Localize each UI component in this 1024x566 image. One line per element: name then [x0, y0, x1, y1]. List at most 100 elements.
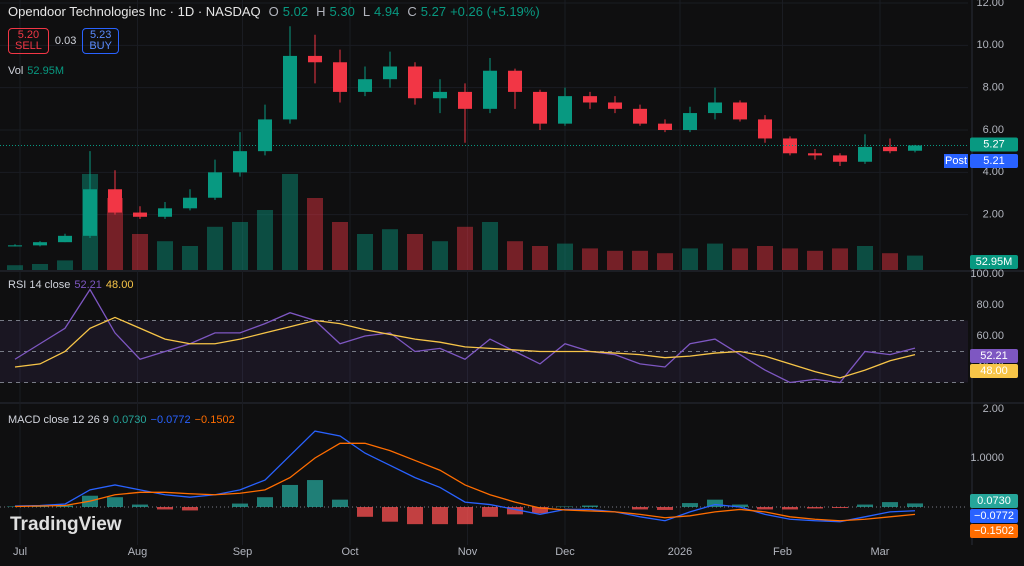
ohlc-key: L	[362, 4, 371, 19]
macd-hist	[107, 497, 123, 507]
macd-hist	[407, 507, 423, 525]
ohlc-value: 5.02	[282, 4, 309, 19]
hist-badge-bg	[970, 494, 1018, 508]
volume-bar	[307, 198, 323, 270]
x-tick-label: Sep	[233, 546, 253, 558]
volume-bar	[757, 246, 773, 270]
volume-bar	[582, 248, 598, 270]
ohlc-value: 4.94	[374, 4, 400, 19]
candle-body	[533, 91, 547, 124]
buy-price: 5.23	[89, 29, 112, 41]
macd-hist	[357, 507, 373, 517]
signal-badge: −0.1502	[974, 525, 1014, 537]
volume-bar	[57, 260, 73, 270]
volume-bar	[457, 226, 473, 270]
rsi-tick-label: 100.00	[970, 268, 1004, 280]
candle-body	[758, 119, 772, 139]
volume-bar	[507, 241, 523, 270]
ohlc-key: C	[407, 4, 417, 19]
candle-body	[158, 208, 172, 217]
macd-hist	[482, 507, 498, 517]
macd-hist	[307, 480, 323, 507]
rsi-badge-bg	[970, 349, 1018, 363]
rsi-tick-label: 80.00	[976, 299, 1004, 311]
x-tick-label: Aug	[128, 546, 148, 558]
symbol-title: Opendoor Technologies Inc · 1D · NASDAQ	[8, 4, 261, 19]
volume-bar	[182, 246, 198, 270]
volume-bar	[157, 241, 173, 270]
candle-body	[483, 70, 497, 109]
macd-hist	[332, 499, 348, 507]
candle-body	[658, 123, 672, 130]
ohlc-value: 5.27	[420, 4, 447, 19]
macd-value: −0.0772	[150, 414, 191, 426]
candle-body	[83, 189, 97, 236]
macd-hist	[232, 503, 248, 507]
volume-bar	[557, 243, 573, 270]
candle-body	[308, 55, 322, 63]
volume-bar	[382, 229, 398, 270]
candle-body	[608, 102, 622, 109]
macd-hist	[682, 503, 698, 507]
volume-label: Vol	[8, 65, 24, 77]
volume-bar	[257, 210, 273, 270]
macd-hist	[132, 504, 148, 507]
volume-bar	[207, 226, 223, 270]
rsi-ma-badge-bg	[970, 364, 1018, 378]
candle-body	[283, 55, 297, 120]
macd-hist	[382, 507, 398, 522]
macd-tick-label: 2.00	[983, 403, 1004, 415]
candle-body	[908, 145, 922, 151]
volume-bar	[332, 222, 348, 270]
spread: 0.03	[54, 35, 77, 47]
y-tick-label: 8.00	[983, 82, 1004, 94]
volume-badge-bg	[970, 255, 1018, 269]
post-bg	[944, 154, 968, 168]
candle-body	[583, 96, 597, 103]
macd-hist	[582, 505, 598, 507]
volume-bar	[407, 234, 423, 270]
volume-bar	[807, 250, 823, 270]
rsi-ma-value: 48.00	[105, 279, 134, 291]
change: +0.26 (+5.19%)	[450, 4, 540, 19]
candle-body	[633, 108, 647, 124]
rsi-tick-label: 60.00	[976, 330, 1004, 342]
candle-body	[358, 79, 372, 92]
volume-bar	[907, 255, 923, 270]
candle-body	[58, 235, 72, 243]
x-tick-label: Oct	[341, 546, 358, 558]
volume-bar	[432, 241, 448, 270]
post-price: 5.21	[983, 155, 1004, 167]
volume-bar	[232, 222, 248, 270]
macd-tick-label: 1.0000	[970, 452, 1004, 464]
volume-bar	[482, 222, 498, 270]
buy-button[interactable]: 5.23 BUY	[82, 28, 119, 54]
macd-hist	[732, 504, 748, 507]
candle-body	[833, 155, 847, 162]
volume-bar	[657, 253, 673, 270]
volume-bar	[532, 246, 548, 270]
volume-bar	[707, 243, 723, 270]
macd-hist	[507, 507, 523, 515]
candle-body	[708, 102, 722, 114]
rsi-line	[14, 288, 916, 384]
macd-badge: −0.0772	[974, 510, 1014, 522]
candle-body	[258, 119, 272, 152]
macd-hist	[457, 507, 473, 525]
macd-hist	[757, 507, 773, 510]
candle-body	[383, 66, 397, 80]
macd-hist	[657, 507, 673, 510]
macd-hist	[157, 507, 173, 510]
candle-body	[33, 242, 47, 246]
signal-badge-bg	[970, 524, 1018, 538]
sell-button[interactable]: 5.20 SELL	[8, 28, 49, 54]
candle-body	[333, 62, 347, 92]
candle-body	[108, 189, 122, 213]
candle-body	[858, 146, 872, 162]
sell-price: 5.20	[17, 29, 40, 41]
candle-body	[508, 70, 522, 92]
macd-hist	[532, 507, 548, 514]
hist-badge: 0.0730	[977, 495, 1011, 507]
